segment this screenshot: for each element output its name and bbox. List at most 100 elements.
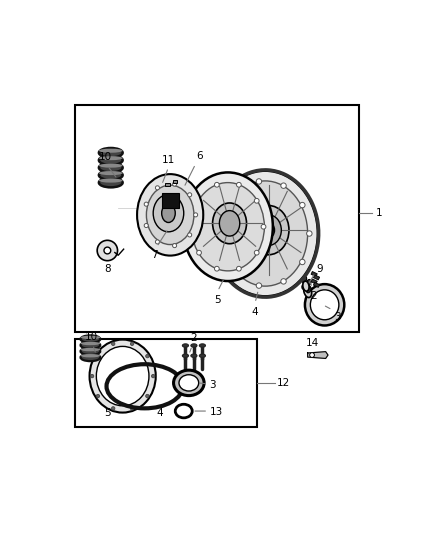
Ellipse shape	[302, 283, 307, 289]
Circle shape	[215, 266, 219, 271]
Circle shape	[173, 244, 177, 248]
Text: 1: 1	[375, 208, 382, 218]
Circle shape	[152, 374, 155, 378]
Circle shape	[197, 198, 201, 203]
Ellipse shape	[305, 284, 344, 326]
Circle shape	[97, 240, 117, 261]
Text: 7: 7	[152, 250, 158, 260]
Circle shape	[96, 394, 99, 398]
Ellipse shape	[179, 375, 199, 391]
Circle shape	[233, 191, 239, 197]
Circle shape	[104, 247, 111, 254]
Ellipse shape	[81, 348, 100, 355]
Circle shape	[155, 240, 159, 244]
Text: 5: 5	[104, 408, 111, 418]
Ellipse shape	[81, 354, 100, 361]
Ellipse shape	[248, 206, 289, 255]
Ellipse shape	[311, 290, 339, 320]
Text: 11: 11	[162, 155, 175, 165]
Ellipse shape	[304, 285, 311, 297]
Ellipse shape	[199, 344, 205, 347]
Ellipse shape	[99, 171, 123, 175]
Bar	[314, 282, 320, 287]
Circle shape	[90, 374, 94, 378]
Bar	[311, 271, 317, 277]
Polygon shape	[307, 352, 328, 358]
Circle shape	[237, 182, 241, 187]
Text: 10: 10	[85, 332, 98, 342]
Ellipse shape	[191, 183, 265, 271]
Ellipse shape	[191, 354, 197, 358]
Text: 12: 12	[277, 378, 290, 388]
Circle shape	[131, 407, 134, 410]
Circle shape	[194, 213, 198, 217]
Ellipse shape	[199, 354, 205, 358]
Circle shape	[237, 266, 241, 271]
Circle shape	[256, 283, 261, 288]
Circle shape	[300, 259, 305, 265]
Circle shape	[146, 354, 149, 358]
Ellipse shape	[183, 172, 273, 281]
Ellipse shape	[81, 348, 100, 351]
Text: 3: 3	[209, 379, 216, 390]
Text: 4: 4	[251, 306, 258, 317]
Ellipse shape	[99, 178, 123, 188]
Circle shape	[112, 342, 115, 345]
Circle shape	[131, 342, 134, 345]
Circle shape	[96, 354, 99, 358]
Ellipse shape	[173, 370, 204, 395]
Ellipse shape	[191, 344, 197, 347]
Ellipse shape	[223, 181, 307, 286]
Ellipse shape	[96, 346, 149, 406]
Text: 2: 2	[190, 333, 197, 343]
Circle shape	[215, 182, 219, 187]
Ellipse shape	[263, 222, 275, 238]
Ellipse shape	[99, 148, 123, 157]
Ellipse shape	[81, 336, 100, 339]
Text: 5: 5	[214, 295, 220, 305]
Ellipse shape	[99, 156, 123, 165]
Bar	[173, 180, 177, 183]
Circle shape	[233, 271, 239, 276]
Circle shape	[187, 193, 192, 197]
Circle shape	[220, 216, 226, 221]
Ellipse shape	[99, 156, 123, 160]
Bar	[75, 339, 257, 427]
Ellipse shape	[99, 171, 123, 180]
Ellipse shape	[146, 185, 194, 245]
Circle shape	[261, 224, 266, 229]
Circle shape	[155, 186, 159, 190]
Ellipse shape	[182, 344, 188, 347]
Ellipse shape	[99, 149, 123, 153]
Circle shape	[310, 353, 314, 358]
Bar	[314, 275, 320, 280]
Bar	[311, 279, 317, 284]
Ellipse shape	[256, 215, 281, 245]
Bar	[162, 193, 179, 208]
Ellipse shape	[219, 211, 240, 236]
Circle shape	[144, 202, 148, 206]
Circle shape	[254, 251, 259, 255]
Ellipse shape	[137, 174, 203, 256]
Text: 3: 3	[334, 312, 340, 322]
Circle shape	[190, 224, 194, 229]
Circle shape	[256, 179, 261, 184]
Circle shape	[220, 246, 226, 251]
Ellipse shape	[81, 342, 100, 345]
Ellipse shape	[99, 163, 123, 172]
Circle shape	[300, 203, 305, 208]
Ellipse shape	[182, 354, 188, 358]
Ellipse shape	[212, 203, 247, 244]
Circle shape	[146, 394, 149, 398]
Text: 10: 10	[99, 152, 112, 162]
Ellipse shape	[162, 204, 175, 222]
Ellipse shape	[81, 354, 100, 358]
Circle shape	[254, 198, 259, 203]
Ellipse shape	[89, 340, 156, 413]
Circle shape	[112, 407, 115, 410]
Ellipse shape	[306, 286, 311, 293]
Ellipse shape	[212, 171, 318, 296]
Ellipse shape	[153, 195, 184, 232]
Circle shape	[173, 182, 177, 186]
Text: 6: 6	[197, 150, 203, 160]
